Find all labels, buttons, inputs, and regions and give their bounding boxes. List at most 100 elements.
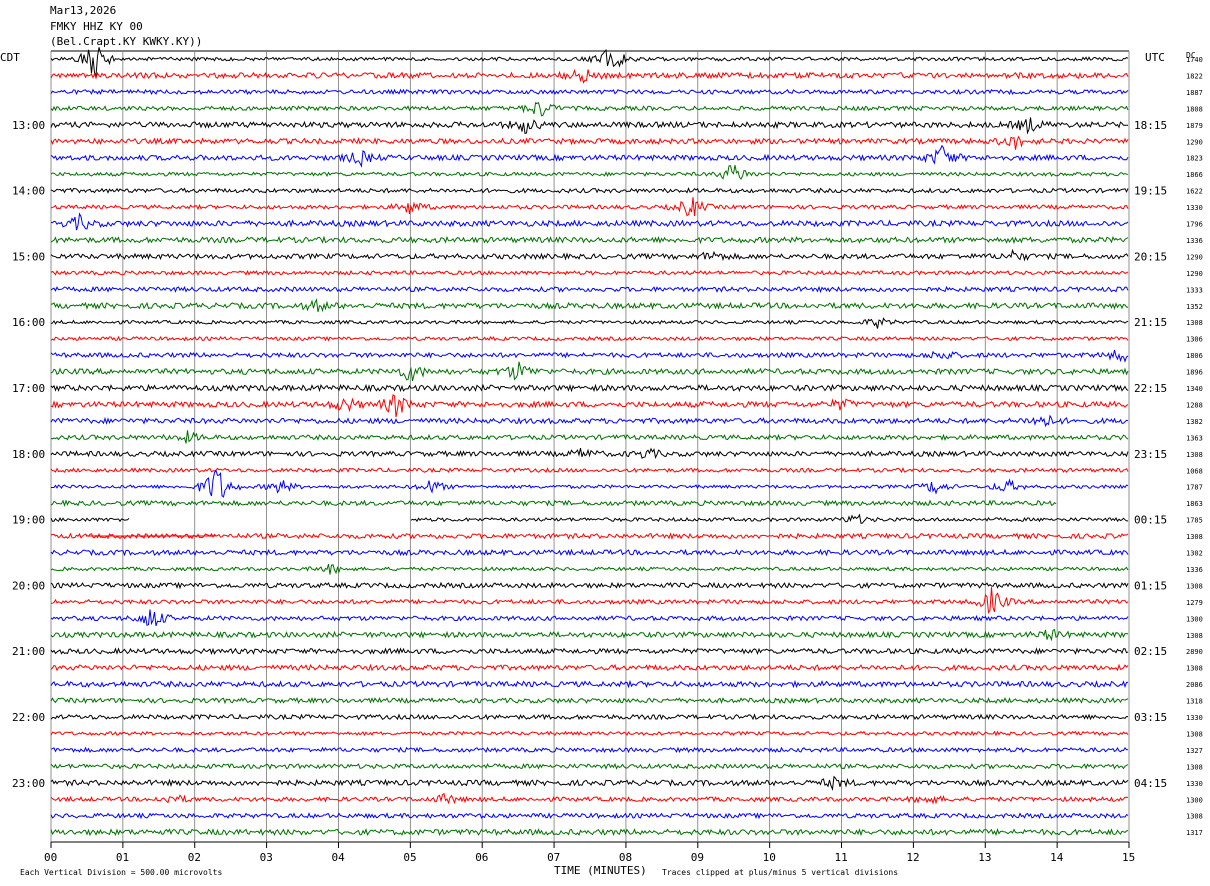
dc-value: 1302: [1186, 550, 1203, 558]
seismic-trace: [50, 762, 1129, 770]
dc-value: 1308: [1186, 319, 1203, 327]
seismic-trace: [50, 609, 1129, 627]
left-timezone-label: CDT: [0, 51, 20, 64]
seismic-trace: [50, 713, 1129, 721]
header-date: Mar13,2026: [50, 4, 117, 17]
dc-value: 1308: [1186, 813, 1203, 821]
trace-layer: [50, 47, 1129, 837]
dc-value: 1796: [1186, 221, 1203, 229]
seismic-trace: [50, 513, 1129, 524]
x-tick-label: 14: [1050, 851, 1064, 864]
dc-value: 1863: [1186, 500, 1203, 508]
scale-note: Each Vertical Division = 500.00 microvol…: [20, 868, 222, 877]
seismic-trace: [50, 430, 1129, 444]
seismic-trace: [50, 165, 1129, 180]
dc-value: 1330: [1186, 204, 1203, 212]
x-tick-label: 15: [1122, 851, 1135, 864]
dc-value: 1068: [1186, 467, 1203, 475]
x-tick-label: 12: [906, 851, 919, 864]
left-hour-label: 22:00: [12, 711, 45, 724]
x-tick-label: 07: [547, 851, 560, 864]
dc-value: 1382: [1186, 418, 1203, 426]
dc-value: 1318: [1186, 698, 1203, 706]
x-tick-label: 11: [835, 851, 848, 864]
right-hour-label: 18:15: [1134, 119, 1167, 132]
dc-value: 1317: [1186, 829, 1203, 837]
dc-value: 1300: [1186, 615, 1203, 623]
right-hour-label: 20:15: [1134, 250, 1167, 263]
dc-value: 1740: [1186, 56, 1203, 64]
dc-value: 1327: [1186, 747, 1203, 755]
dc-value: 1333: [1186, 286, 1203, 294]
seismic-trace: [50, 235, 1129, 245]
dc-value: 1823: [1186, 155, 1203, 163]
dc-value: 1308: [1186, 582, 1203, 590]
header-location: (Bel.Crapt.KY KWKY.KY)): [50, 35, 203, 48]
dc-value: 1290: [1186, 138, 1203, 146]
label-layer: CDT UTC DC Each Vertical Division = 500.…: [0, 51, 1203, 877]
seismic-trace: [50, 792, 1129, 805]
left-hour-label: 23:00: [12, 777, 45, 790]
dc-value: 1290: [1186, 253, 1203, 261]
dc-value: 1330: [1186, 714, 1203, 722]
left-hour-label: 18:00: [12, 448, 45, 461]
right-hour-label: 00:15: [1134, 514, 1167, 527]
dc-value: 1308: [1186, 533, 1203, 541]
x-tick-label: 05: [403, 851, 416, 864]
seismic-trace: [50, 812, 1129, 820]
dc-value: 1879: [1186, 122, 1203, 130]
right-hour-label: 21:15: [1134, 316, 1167, 329]
seismic-trace: [50, 663, 1129, 672]
seismic-trace: [50, 532, 1129, 540]
seismic-trace: [50, 212, 1129, 231]
seismic-trace: [50, 47, 1129, 78]
left-hour-label: 21:00: [12, 645, 45, 658]
dc-value: 1290: [1186, 270, 1203, 278]
dc-value: 1622: [1186, 188, 1203, 196]
dc-value: 1352: [1186, 303, 1203, 311]
seismic-trace: [50, 68, 1129, 84]
x-tick-label: 01: [116, 851, 129, 864]
dc-value: 1308: [1186, 730, 1203, 738]
seismic-trace: [50, 466, 1129, 474]
dc-value: 1308: [1186, 665, 1203, 673]
x-tick-label: 08: [619, 851, 632, 864]
left-hour-label: 14:00: [12, 185, 45, 198]
dc-value: 1785: [1186, 517, 1203, 525]
dc-value: 1288: [1186, 401, 1203, 409]
seismic-trace: [50, 88, 1129, 96]
seismic-trace: [51, 469, 1129, 498]
seismic-trace: [50, 679, 1129, 689]
seismic-trace: [50, 563, 1129, 575]
clip-note: Traces clipped at plus/minus 5 vertical …: [662, 868, 898, 877]
dc-value: 1896: [1186, 369, 1203, 377]
seismic-trace: [50, 775, 1129, 791]
right-hour-label: 04:15: [1134, 777, 1167, 790]
dc-value: 1806: [1186, 352, 1203, 360]
seismic-trace: [50, 317, 1129, 329]
seismic-trace: [50, 587, 1129, 614]
seismic-trace: [50, 187, 1129, 194]
dc-value: 1330: [1186, 780, 1203, 788]
seismic-trace: [50, 197, 1129, 217]
seismic-trace: [50, 696, 1129, 705]
x-tick-label: 02: [188, 851, 201, 864]
seismic-trace: [50, 447, 1129, 460]
right-hour-label: 19:15: [1134, 185, 1167, 198]
seismic-trace: [50, 746, 1129, 754]
dc-value: 1363: [1186, 434, 1203, 442]
left-hour-label: 13:00: [12, 119, 45, 132]
seismic-trace: [50, 269, 1129, 276]
x-tick-label: 00: [44, 851, 57, 864]
left-hour-label: 16:00: [12, 316, 45, 329]
header-station: FMKY HHZ KY 00: [50, 20, 143, 33]
seismic-trace: [50, 628, 1129, 642]
dc-value: 1279: [1186, 599, 1203, 607]
dc-value: 1808: [1186, 105, 1203, 113]
seismic-trace: [50, 361, 1129, 382]
right-hour-label: 03:15: [1134, 711, 1167, 724]
seismic-trace: [50, 414, 1129, 428]
seismic-trace: [50, 394, 1129, 418]
left-hour-label: 17:00: [12, 382, 45, 395]
